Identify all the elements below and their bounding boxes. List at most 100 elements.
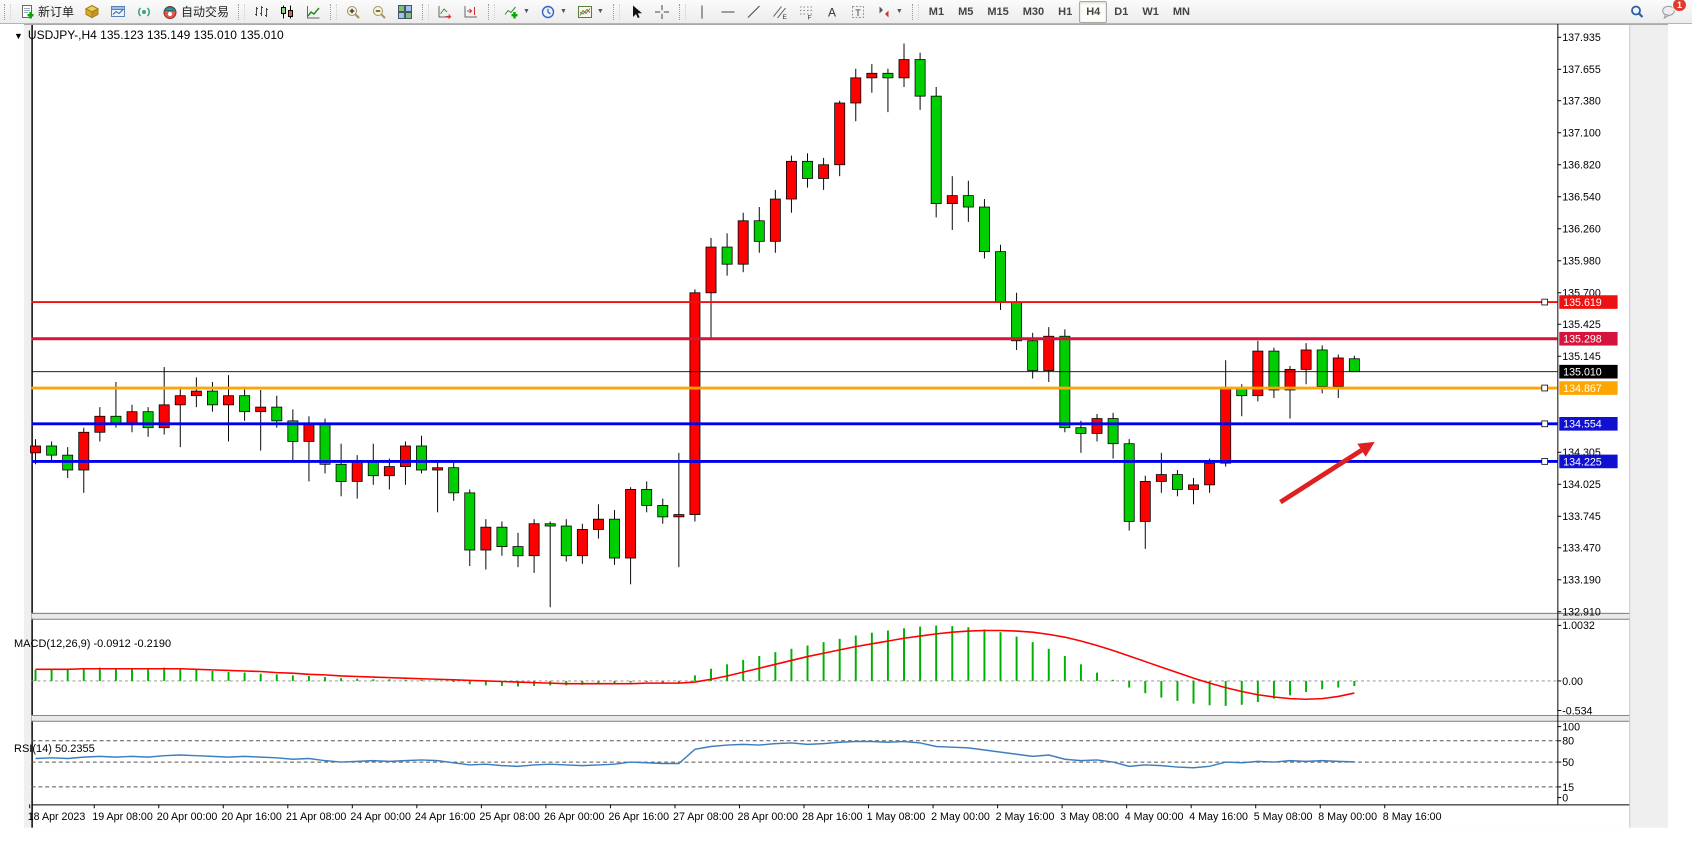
svg-text:135.425: 135.425 [1562,319,1601,331]
periods-button[interactable]: ▼ [535,1,572,23]
tile-windows-button[interactable] [392,1,418,23]
arrows-icon [879,6,889,17]
svg-text:1 May 08:00: 1 May 08:00 [867,811,926,823]
indicators-button[interactable]: ▼ [498,1,535,23]
market-window-button[interactable] [105,1,131,23]
autotrade-icon [163,5,177,19]
chevron-down-icon[interactable]: ▼ [895,8,903,15]
chevron-down-icon[interactable]: ▼ [523,8,530,15]
timeframe-m30-button[interactable]: M30 [1022,5,1045,18]
search-button[interactable] [1624,1,1650,23]
linechart-icon [307,5,320,18]
svg-text:50: 50 [1562,757,1574,769]
bar-chart-mode-button[interactable] [248,1,274,23]
indicator-plus-icon [504,6,518,18]
line-chart-mode-button[interactable] [300,1,326,23]
text-label-button[interactable]: T [845,1,871,23]
svg-text:F: F [807,14,811,20]
svg-text:5 May 08:00: 5 May 08:00 [1254,811,1313,823]
bars-icon [255,5,269,17]
auto-trading-button[interactable]: 自动交易 [157,1,234,23]
timeframe-h1-button[interactable]: H1 [1058,5,1073,18]
chevron-down-icon[interactable]: ▼ [559,8,567,15]
candles-icon [281,5,294,18]
zoom-out-button[interactable] [366,1,392,23]
svg-text:24 Apr 00:00: 24 Apr 00:00 [350,811,411,823]
vertical-line-button[interactable] [689,1,715,23]
horizontal-line-objects[interactable] [31,298,1558,465]
crosshair-button[interactable] [649,1,675,23]
svg-text:25 Apr 08:00: 25 Apr 08:00 [479,811,540,823]
svg-text:0.00: 0.00 [1562,676,1583,688]
toolbar: 新订单 自动交易 ▼ ▼ ▼ E F A T ▼ M1 M5 M15 M30 H1 H4 D1 W1 MN 1 [0,0,1692,24]
equidistant-channel-button[interactable]: E [767,1,793,23]
new-order-label: 新订单 [38,5,75,19]
arrow-objects-button[interactable]: ▼ [871,1,908,23]
rsi-pane: 100 80 50 150 [31,721,1580,804]
toolbar-group-separator [911,3,919,20]
timeframe-d1-button[interactable]: D1 [1114,5,1129,18]
candlestick-series [30,43,1360,608]
svg-text:135.980: 135.980 [1562,256,1601,268]
timeframe-w1-button[interactable]: W1 [1142,5,1159,18]
chart-title-text: USDJPY-,H4 135.123 135.149 135.010 135.0… [27,28,284,42]
date-axis[interactable]: 18 Apr 2023 19 Apr 08:00 20 Apr 00:00 20 Ap… [28,804,1442,823]
channel-icon: E [772,5,787,20]
svg-text:28 Apr 16:00: 28 Apr 16:00 [802,811,863,823]
svg-text:A: A [828,5,836,19]
chart-window-icon [111,5,126,17]
svg-text:2 May 00:00: 2 May 00:00 [931,811,990,823]
chart-title: ▼ USDJPY-,H4 135.123 135.149 135.010 135.… [14,28,284,42]
chart-window[interactable]: ▼ USDJPY-,H4 135.123 135.149 135.010 135.… [0,24,1692,851]
timeframe-h4-button[interactable]: H4 [1079,0,1108,23]
svg-text:137.100: 137.100 [1562,128,1601,140]
auto-trading-label: 自动交易 [181,5,230,19]
signals-button[interactable] [131,1,157,23]
timeframe-m5-button[interactable]: M5 [958,5,974,18]
svg-text:0: 0 [1562,792,1568,804]
cube-icon [84,4,100,18]
svg-text:21 Apr 08:00: 21 Apr 08:00 [286,811,347,823]
trendline-button[interactable] [741,1,767,23]
chevron-down-icon[interactable]: ▼ [596,8,604,15]
chart-object-button[interactable] [79,1,105,23]
svg-text:134.554: 134.554 [1563,419,1602,431]
price-axis[interactable]: 137.935 137.655 137.380 137.100 136.820 136.5… [1557,32,1618,619]
svg-text:18 Apr 2023: 18 Apr 2023 [28,811,86,823]
svg-text:E: E [782,14,787,20]
text-button[interactable]: A [819,1,845,23]
fibo-icon: F [799,6,812,20]
templates-button[interactable]: ▼ [572,1,609,23]
svg-text:-0.534: -0.534 [1562,705,1592,717]
candlestick-mode-button[interactable] [274,1,300,23]
svg-text:133.745: 133.745 [1562,511,1601,523]
fibonacci-button[interactable]: F [793,1,819,23]
new-order-button[interactable]: 新订单 [14,1,79,23]
auto-scroll-button[interactable] [432,1,458,23]
timeframe-m1-button[interactable]: M1 [928,5,945,18]
zoom-in-button[interactable] [340,1,366,23]
svg-text:20 Apr 16:00: 20 Apr 16:00 [221,811,282,823]
chart-canvas[interactable]: 137.935 137.655 137.380 137.100 136.820 136.5… [0,24,1692,851]
svg-text:135.619: 135.619 [1563,297,1602,309]
toolbar-group-separator [612,3,620,20]
svg-text:134.867: 134.867 [1563,383,1602,395]
hline-icon [721,11,735,12]
notifications-button[interactable]: 1 [1656,0,1687,23]
cursor-button[interactable] [623,1,649,23]
cursor-icon [632,5,642,18]
svg-text:136.540: 136.540 [1562,192,1601,204]
svg-text:T: T [855,7,861,17]
collapse-triangle-icon[interactable]: ▼ [14,31,23,41]
svg-text:100: 100 [1562,721,1580,733]
chart-shift-button[interactable] [458,1,484,23]
svg-text:134.025: 134.025 [1562,479,1601,491]
svg-text:27 Apr 08:00: 27 Apr 08:00 [673,811,734,823]
svg-text:136.820: 136.820 [1562,160,1601,172]
timeframe-m15-button[interactable]: M15 [987,5,1009,18]
horizontal-line-button[interactable] [715,1,741,23]
trend-arrow-annotation[interactable] [1279,441,1375,505]
svg-text:2 May 16:00: 2 May 16:00 [996,811,1055,823]
timeframe-mn-button[interactable]: MN [1172,5,1190,18]
